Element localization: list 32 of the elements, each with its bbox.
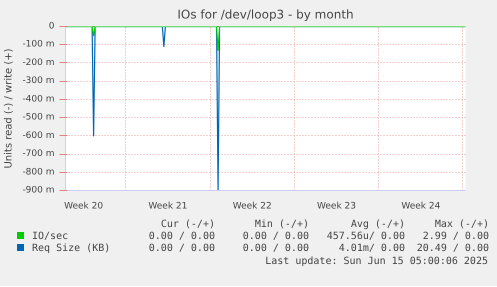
text: Max (-/+): [434, 219, 489, 231]
legend-label: IO/sec: [31, 231, 70, 243]
text: 4.01m/ 0.00: [338, 243, 405, 255]
y-tick-label: -500 m: [22, 112, 55, 123]
text: 2.99 / 0.00: [422, 231, 489, 243]
x-tick-label: Week 23: [317, 202, 356, 212]
y-tick-label: -100 m: [22, 40, 55, 50]
text: 0.00 / 0.00: [148, 231, 215, 243]
legend-label: Req Size (KB): [31, 243, 112, 255]
x-tick-label: Week 22: [232, 202, 272, 212]
text: Avg (-/+): [350, 219, 405, 231]
text: 0.00 / 0.00: [242, 231, 309, 243]
x-tick-label: Week 21: [148, 202, 188, 212]
y-tick-label: -400 m: [22, 94, 55, 104]
y-tick-label: -600 m: [22, 130, 55, 141]
y-tick-label: -900 m: [22, 186, 55, 196]
text: 0.00 / 0.00: [242, 243, 309, 255]
text: Last update: Sun Jun 15 05:00:06 2025: [264, 255, 488, 269]
text: 20.49 / 0.00: [416, 243, 489, 255]
y-tick-label: -700 m: [22, 149, 55, 160]
y-tick-label: -800 m: [22, 167, 55, 178]
text: 457.56u/ 0.00: [326, 231, 405, 243]
x-tick-label: Week 20: [64, 202, 104, 212]
y-axis-title: Units read (-) / write (+): [3, 48, 14, 169]
text: Cur (-/+): [160, 219, 215, 231]
y-tick-label: -200 m: [22, 58, 55, 68]
text: 0.00 / 0.00: [148, 243, 215, 255]
y-tick-label: -300 m: [22, 76, 55, 86]
x-tick-label: Week 24: [401, 202, 441, 212]
chart-title: IOs for /dev/loop3 - by month: [177, 8, 354, 22]
y-tick-label: 0: [48, 22, 55, 32]
text: Min (-/+): [254, 219, 309, 231]
